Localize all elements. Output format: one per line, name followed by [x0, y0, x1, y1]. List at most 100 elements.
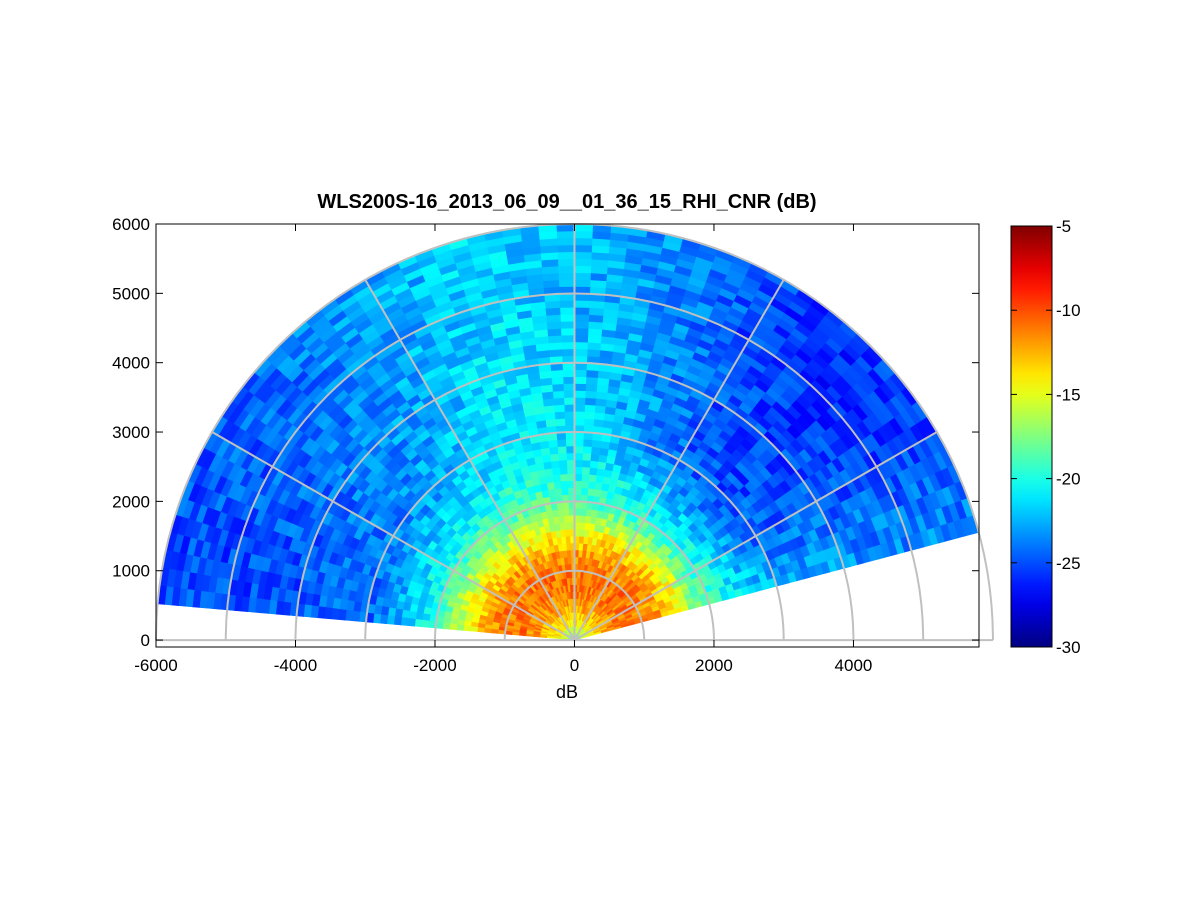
cnr-cell [548, 341, 563, 351]
cnr-cell [574, 397, 586, 405]
cnr-cell [561, 341, 575, 350]
spoke-line [573, 431, 938, 641]
cnr-cell [476, 627, 485, 633]
cnr-cell [552, 473, 561, 483]
cnr-cell [583, 418, 595, 427]
cnr-cell [574, 487, 582, 495]
cnr-cell [546, 321, 562, 330]
x-tick-label: 4000 [835, 656, 873, 675]
cnr-cell [551, 383, 564, 392]
cnr-cell [574, 265, 592, 274]
cnr-cell [442, 622, 451, 630]
cnr-cell [547, 334, 562, 344]
cnr-cell [574, 327, 589, 336]
cnr-cell [559, 299, 575, 308]
cnr-cell [588, 314, 604, 323]
cnr-cell [587, 327, 603, 337]
cnr-cell [589, 279, 607, 289]
cnr-cell [574, 306, 590, 315]
y-tick-label: 5000 [112, 284, 150, 303]
cnr-cell [574, 334, 589, 343]
cnr-cell [558, 272, 575, 281]
plot-frame [155, 223, 980, 648]
cnr-cell [574, 376, 587, 385]
cnr-cell [574, 438, 584, 447]
y-tick-label: 0 [141, 631, 150, 650]
x-tick-label: -6000 [134, 656, 177, 675]
cnr-cell [562, 369, 575, 378]
cnr-cell [585, 376, 598, 385]
cnr-cell [587, 480, 596, 490]
cnr-cell [393, 616, 402, 626]
cnr-cell [581, 473, 590, 482]
x-tick-label: 2000 [695, 656, 733, 675]
cnr-cell [584, 390, 597, 399]
cnr-cell [574, 383, 587, 391]
colorbar-gradient [1010, 225, 1053, 648]
chart-title: WLS200S-16_2013_06_09__01_36_15_RHI_CNR … [317, 191, 816, 213]
cnr-cell [574, 445, 584, 454]
cnr-cell [574, 251, 592, 260]
cnr-cell [587, 334, 602, 344]
cnr-cell [590, 446, 601, 455]
cnr-cell [563, 390, 575, 398]
cnr-cell [567, 487, 575, 495]
cnr-cell [456, 624, 465, 631]
cnr-cell [421, 619, 430, 628]
cnr-cell [566, 466, 575, 475]
cnr-cell [574, 244, 593, 253]
cnr-cell [593, 488, 602, 497]
cnr-cell [586, 487, 595, 497]
cnr-cell [560, 334, 575, 343]
colorbar-tick-label: -15 [1056, 385, 1081, 404]
cnr-cell [577, 556, 583, 565]
cnr-cell [560, 320, 575, 329]
x-tick-label: 0 [570, 656, 579, 675]
y-tick-label: 4000 [112, 354, 150, 373]
cnr-cell [583, 529, 590, 538]
cnr-cell [556, 244, 575, 253]
cnr-cell [582, 452, 592, 461]
cnr-cell [545, 314, 561, 323]
cnr-cell [578, 542, 584, 551]
cnr-cell [556, 230, 575, 239]
cnr-cell [574, 390, 586, 398]
cnr-cell [557, 251, 575, 260]
cnr-cell [566, 473, 575, 482]
cnr-cell [574, 473, 583, 482]
colorbar-tick-label: -10 [1056, 301, 1081, 320]
spoke-line [573, 279, 785, 641]
cnr-cell [554, 487, 563, 497]
cnr-cell [547, 439, 558, 448]
cnr-cell [558, 466, 568, 475]
axis-ticks: -6000 -4000 -2000 0 2000 4000 0 1000 2000 3000 400… [112, 215, 979, 675]
cnr-cell [564, 410, 575, 419]
cnr-cell [372, 613, 382, 624]
cnr-cell [556, 438, 567, 447]
cnr-cell [563, 403, 575, 412]
cnr-cell [386, 615, 396, 625]
cnr-cell [585, 508, 593, 517]
cnr-cell [560, 487, 569, 496]
cnr-cell [449, 623, 458, 631]
cnr-cell [574, 341, 588, 350]
cnr-cell [580, 487, 589, 496]
cnr-cell [574, 299, 590, 308]
cnr-cell [566, 459, 575, 468]
cnr-cell [587, 321, 603, 330]
cnr-cell [558, 459, 568, 468]
cnr-cell [565, 438, 575, 447]
cnr-cell [574, 230, 593, 239]
cnr-cell [586, 341, 601, 351]
cnr-cell [550, 369, 564, 378]
cnr-cell [591, 439, 602, 448]
cnr-cell [548, 446, 559, 455]
cnr-cell [562, 508, 570, 517]
cnr-cell [549, 453, 559, 462]
cnr-cell [552, 390, 565, 399]
cnr-cell [574, 279, 591, 288]
spoke-line [211, 431, 575, 641]
y-tick-label: 6000 [112, 215, 150, 234]
cnr-cell [588, 467, 598, 476]
